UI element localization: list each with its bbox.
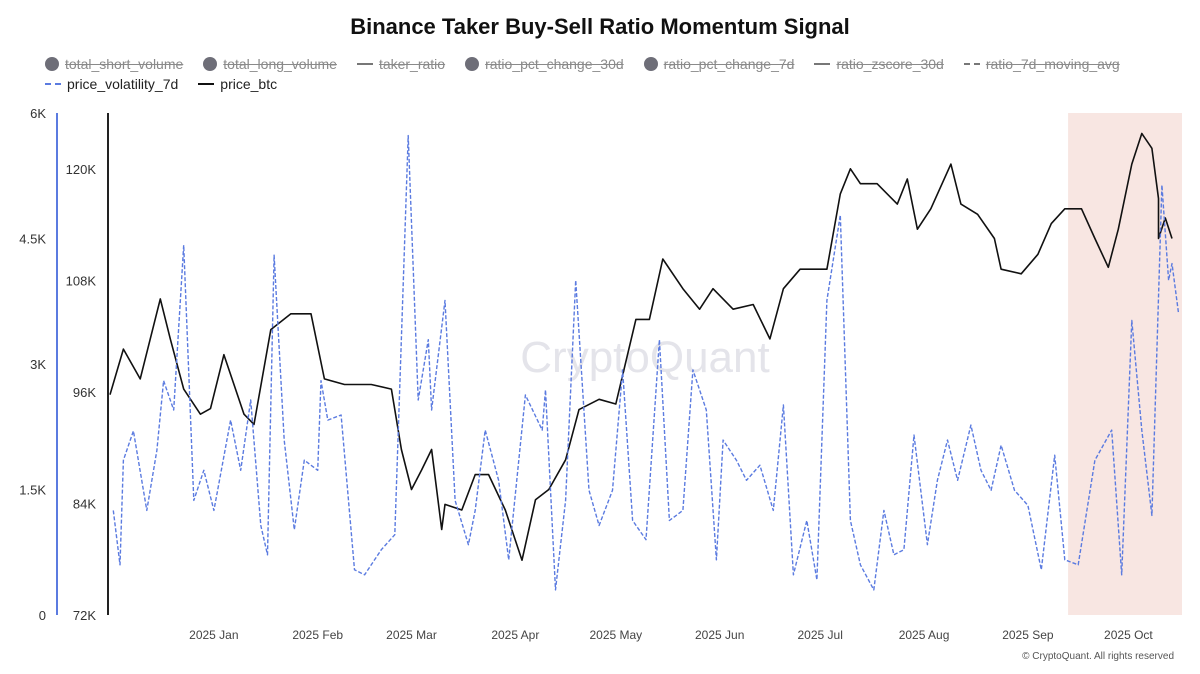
- legend-label: total_short_volume: [65, 56, 184, 72]
- legend-marker-icon: [203, 57, 218, 71]
- legend-item-total-short-volume[interactable]: total_short_volume: [45, 56, 183, 72]
- price-axis-tick: 120K: [66, 162, 97, 177]
- legend-label: ratio_pct_change_30d: [485, 56, 624, 72]
- x-axis-tick: 2025 Mar: [386, 628, 437, 642]
- legend-label: ratio_7d_moving_avg: [985, 56, 1120, 72]
- legend-marker-icon: [198, 83, 215, 85]
- legend-marker-icon: [356, 63, 373, 65]
- legend-item-ratio-zscore-30d[interactable]: ratio_zscore_30d: [814, 56, 944, 72]
- highlight-region: [1068, 113, 1182, 615]
- series-line-price-btc: [109, 132, 1173, 562]
- legend-item-ratio-pct-change-30d[interactable]: ratio_pct_change_30d: [465, 56, 624, 72]
- legend-row-2: price_volatility_7d price_btc: [45, 76, 277, 92]
- legend-item-total-long-volume[interactable]: total_long_volume: [203, 56, 337, 72]
- legend-marker-icon: [465, 57, 480, 71]
- price-axis-tick: 96K: [73, 385, 96, 400]
- legend-marker-icon: [45, 57, 59, 71]
- legend-marker-icon: [643, 57, 658, 71]
- legend-item-taker-ratio[interactable]: taker_ratio: [356, 56, 446, 72]
- legend-marker-icon: [814, 63, 831, 65]
- price-axis-tick: 108K: [66, 273, 97, 288]
- left-axis-tick: 6K: [30, 106, 46, 121]
- x-axis-tick: 2025 Sep: [1002, 628, 1054, 642]
- legend-row-1: total_short_volume total_long_volume taker…: [45, 56, 1120, 72]
- x-axis-tick: 2025 Jun: [695, 628, 744, 642]
- x-axis-tick: 2025 Jul: [798, 628, 843, 642]
- legend-marker-icon: [45, 83, 61, 85]
- x-axis-tick: 2025 May: [589, 628, 642, 642]
- legend-item-ratio-7d-moving-avg[interactable]: ratio_7d_moving_avg: [963, 56, 1120, 72]
- price-axis-tick: 84K: [73, 496, 96, 511]
- left-axis-tick: 3K: [30, 357, 46, 372]
- x-axis-tick: 2025 Aug: [899, 628, 950, 642]
- legend-item-ratio-pct-change-7d[interactable]: ratio_pct_change_7d: [643, 56, 795, 72]
- chart-title: Binance Taker Buy-Sell Ratio Momentum Si…: [350, 14, 850, 39]
- x-axis-tick: 2025 Apr: [491, 628, 539, 642]
- x-axis-tick: 2025 Oct: [1104, 628, 1153, 642]
- price-axis-tick: 72K: [73, 608, 96, 623]
- legend-label: ratio_zscore_30d: [836, 56, 944, 72]
- copyright-footer: © CryptoQuant. All rights reserved: [1022, 651, 1174, 662]
- legend-label: price_volatility_7d: [67, 76, 179, 92]
- left-axis-tick: 1.5K: [19, 483, 46, 498]
- legend-item-price-btc[interactable]: price_btc: [198, 76, 277, 92]
- legend-marker-icon: [963, 63, 980, 65]
- x-axis-tick: 2025 Feb: [292, 628, 343, 642]
- watermark: CryptoQuant: [520, 333, 769, 382]
- left-axis-tick: 0: [39, 608, 46, 623]
- legend-label: price_btc: [220, 76, 278, 92]
- legend-label: total_long_volume: [223, 56, 337, 72]
- legend-item-price-volatility-7d[interactable]: price_volatility_7d: [45, 76, 178, 92]
- legend-label: ratio_pct_change_7d: [663, 56, 795, 72]
- series-line-price-volatility-7d: [112, 134, 1180, 591]
- left-axis-tick: 4.5K: [19, 232, 46, 247]
- legend-label: taker_ratio: [378, 56, 446, 72]
- x-axis-tick: 2025 Jan: [189, 628, 238, 642]
